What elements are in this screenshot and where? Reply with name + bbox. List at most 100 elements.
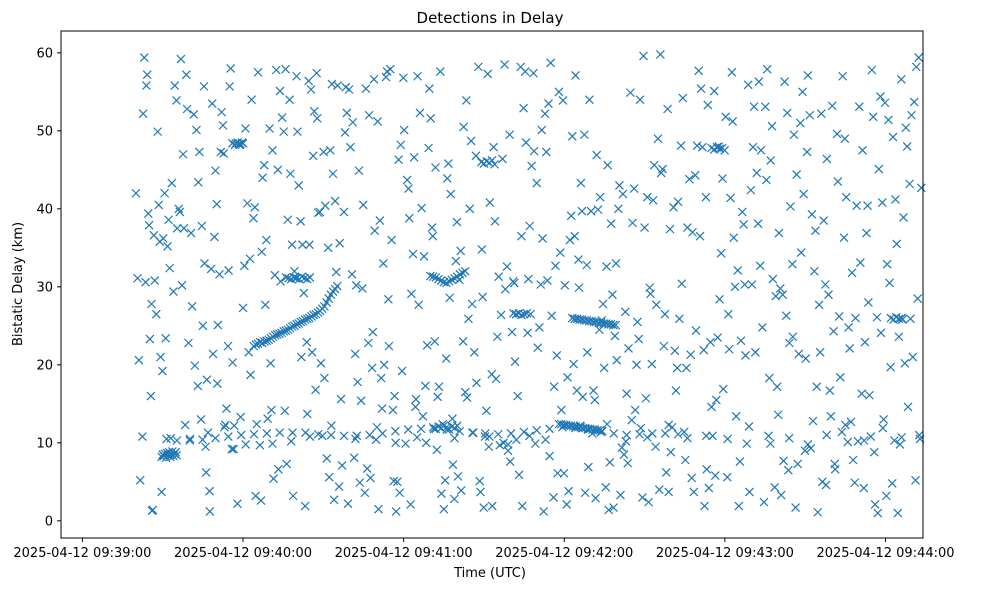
data-point (296, 216, 306, 226)
x-tick-label: 2025-04-12 09:40:00 (174, 546, 312, 561)
data-point (500, 284, 510, 294)
data-point (825, 386, 835, 396)
data-point (647, 429, 657, 438)
data-point (805, 110, 815, 120)
data-point (427, 223, 437, 232)
data-point (663, 104, 673, 114)
data-point (350, 349, 360, 359)
data-point (503, 446, 513, 456)
data-point (672, 363, 682, 373)
data-point (640, 223, 650, 232)
y-tick-label: 20 (36, 358, 53, 373)
chart-title: Detections in Delay (417, 9, 564, 27)
data-point (753, 219, 763, 229)
data-point (551, 261, 560, 271)
data-point (848, 455, 858, 465)
data-point (292, 127, 302, 137)
data-point (205, 486, 214, 496)
data-point (829, 326, 839, 336)
data-point (408, 249, 418, 259)
data-point (390, 426, 400, 436)
data-point (813, 507, 823, 517)
data-point (651, 442, 660, 452)
data-point (212, 379, 222, 388)
data-point (490, 216, 500, 226)
data-point (285, 169, 295, 179)
data-point (634, 334, 644, 344)
data-point (576, 178, 586, 188)
data-point (673, 197, 683, 207)
data-point (697, 142, 707, 152)
data-point (158, 366, 167, 376)
data-point (521, 138, 531, 147)
data-point (621, 436, 631, 446)
data-point (198, 435, 208, 445)
data-point (736, 336, 746, 346)
data-point (806, 443, 816, 453)
data-point (396, 140, 406, 150)
data-point (288, 491, 298, 501)
data-point (442, 425, 452, 435)
data-point (798, 87, 807, 97)
data-point (227, 444, 237, 454)
data-point (601, 482, 611, 492)
x-tick-label: 2025-04-12 09:42:00 (495, 546, 633, 561)
data-point (281, 273, 291, 282)
data-point (742, 439, 752, 449)
data-point (563, 372, 572, 382)
data-point (444, 276, 454, 286)
data-point (539, 507, 549, 516)
data-point (745, 487, 754, 497)
data-point (616, 490, 625, 500)
data-point (759, 497, 769, 507)
data-point (740, 280, 750, 289)
data-point (420, 381, 430, 391)
data-point (189, 110, 199, 119)
data-point (605, 457, 615, 467)
y-tick-label: 0 (45, 514, 53, 529)
data-point (727, 67, 737, 77)
data-point (812, 382, 822, 392)
data-point (558, 95, 568, 105)
data-point (282, 459, 292, 469)
data-point (481, 406, 491, 416)
data-point (242, 198, 252, 208)
data-point (456, 246, 466, 256)
data-point (194, 147, 204, 157)
data-point (358, 283, 367, 293)
data-point (709, 86, 719, 96)
data-point (492, 332, 502, 342)
data-point (635, 95, 645, 105)
data-point (312, 68, 322, 78)
data-point (236, 412, 246, 422)
data-point (750, 347, 760, 357)
data-point (288, 428, 297, 438)
data-point (830, 464, 840, 474)
data-point (799, 189, 809, 199)
data-point (305, 273, 315, 282)
data-point (330, 196, 340, 206)
data-point (190, 361, 200, 371)
data-point (193, 381, 203, 391)
data-point (219, 422, 229, 432)
data-point (514, 470, 524, 480)
data-point (591, 493, 601, 503)
data-point (485, 198, 495, 208)
data-point (827, 101, 837, 111)
data-point (367, 363, 377, 373)
data-point (289, 273, 299, 282)
data-point (362, 464, 372, 474)
data-point (336, 394, 346, 404)
data-point (153, 127, 163, 137)
data-point (679, 427, 689, 437)
data-point (598, 299, 608, 309)
data-point (549, 493, 558, 502)
data-point (304, 76, 314, 86)
data-point (877, 198, 887, 208)
data-point (749, 102, 759, 112)
data-point (409, 152, 419, 162)
data-point (238, 138, 248, 148)
data-point (225, 81, 235, 91)
data-point (275, 329, 284, 339)
data-point (536, 280, 546, 289)
